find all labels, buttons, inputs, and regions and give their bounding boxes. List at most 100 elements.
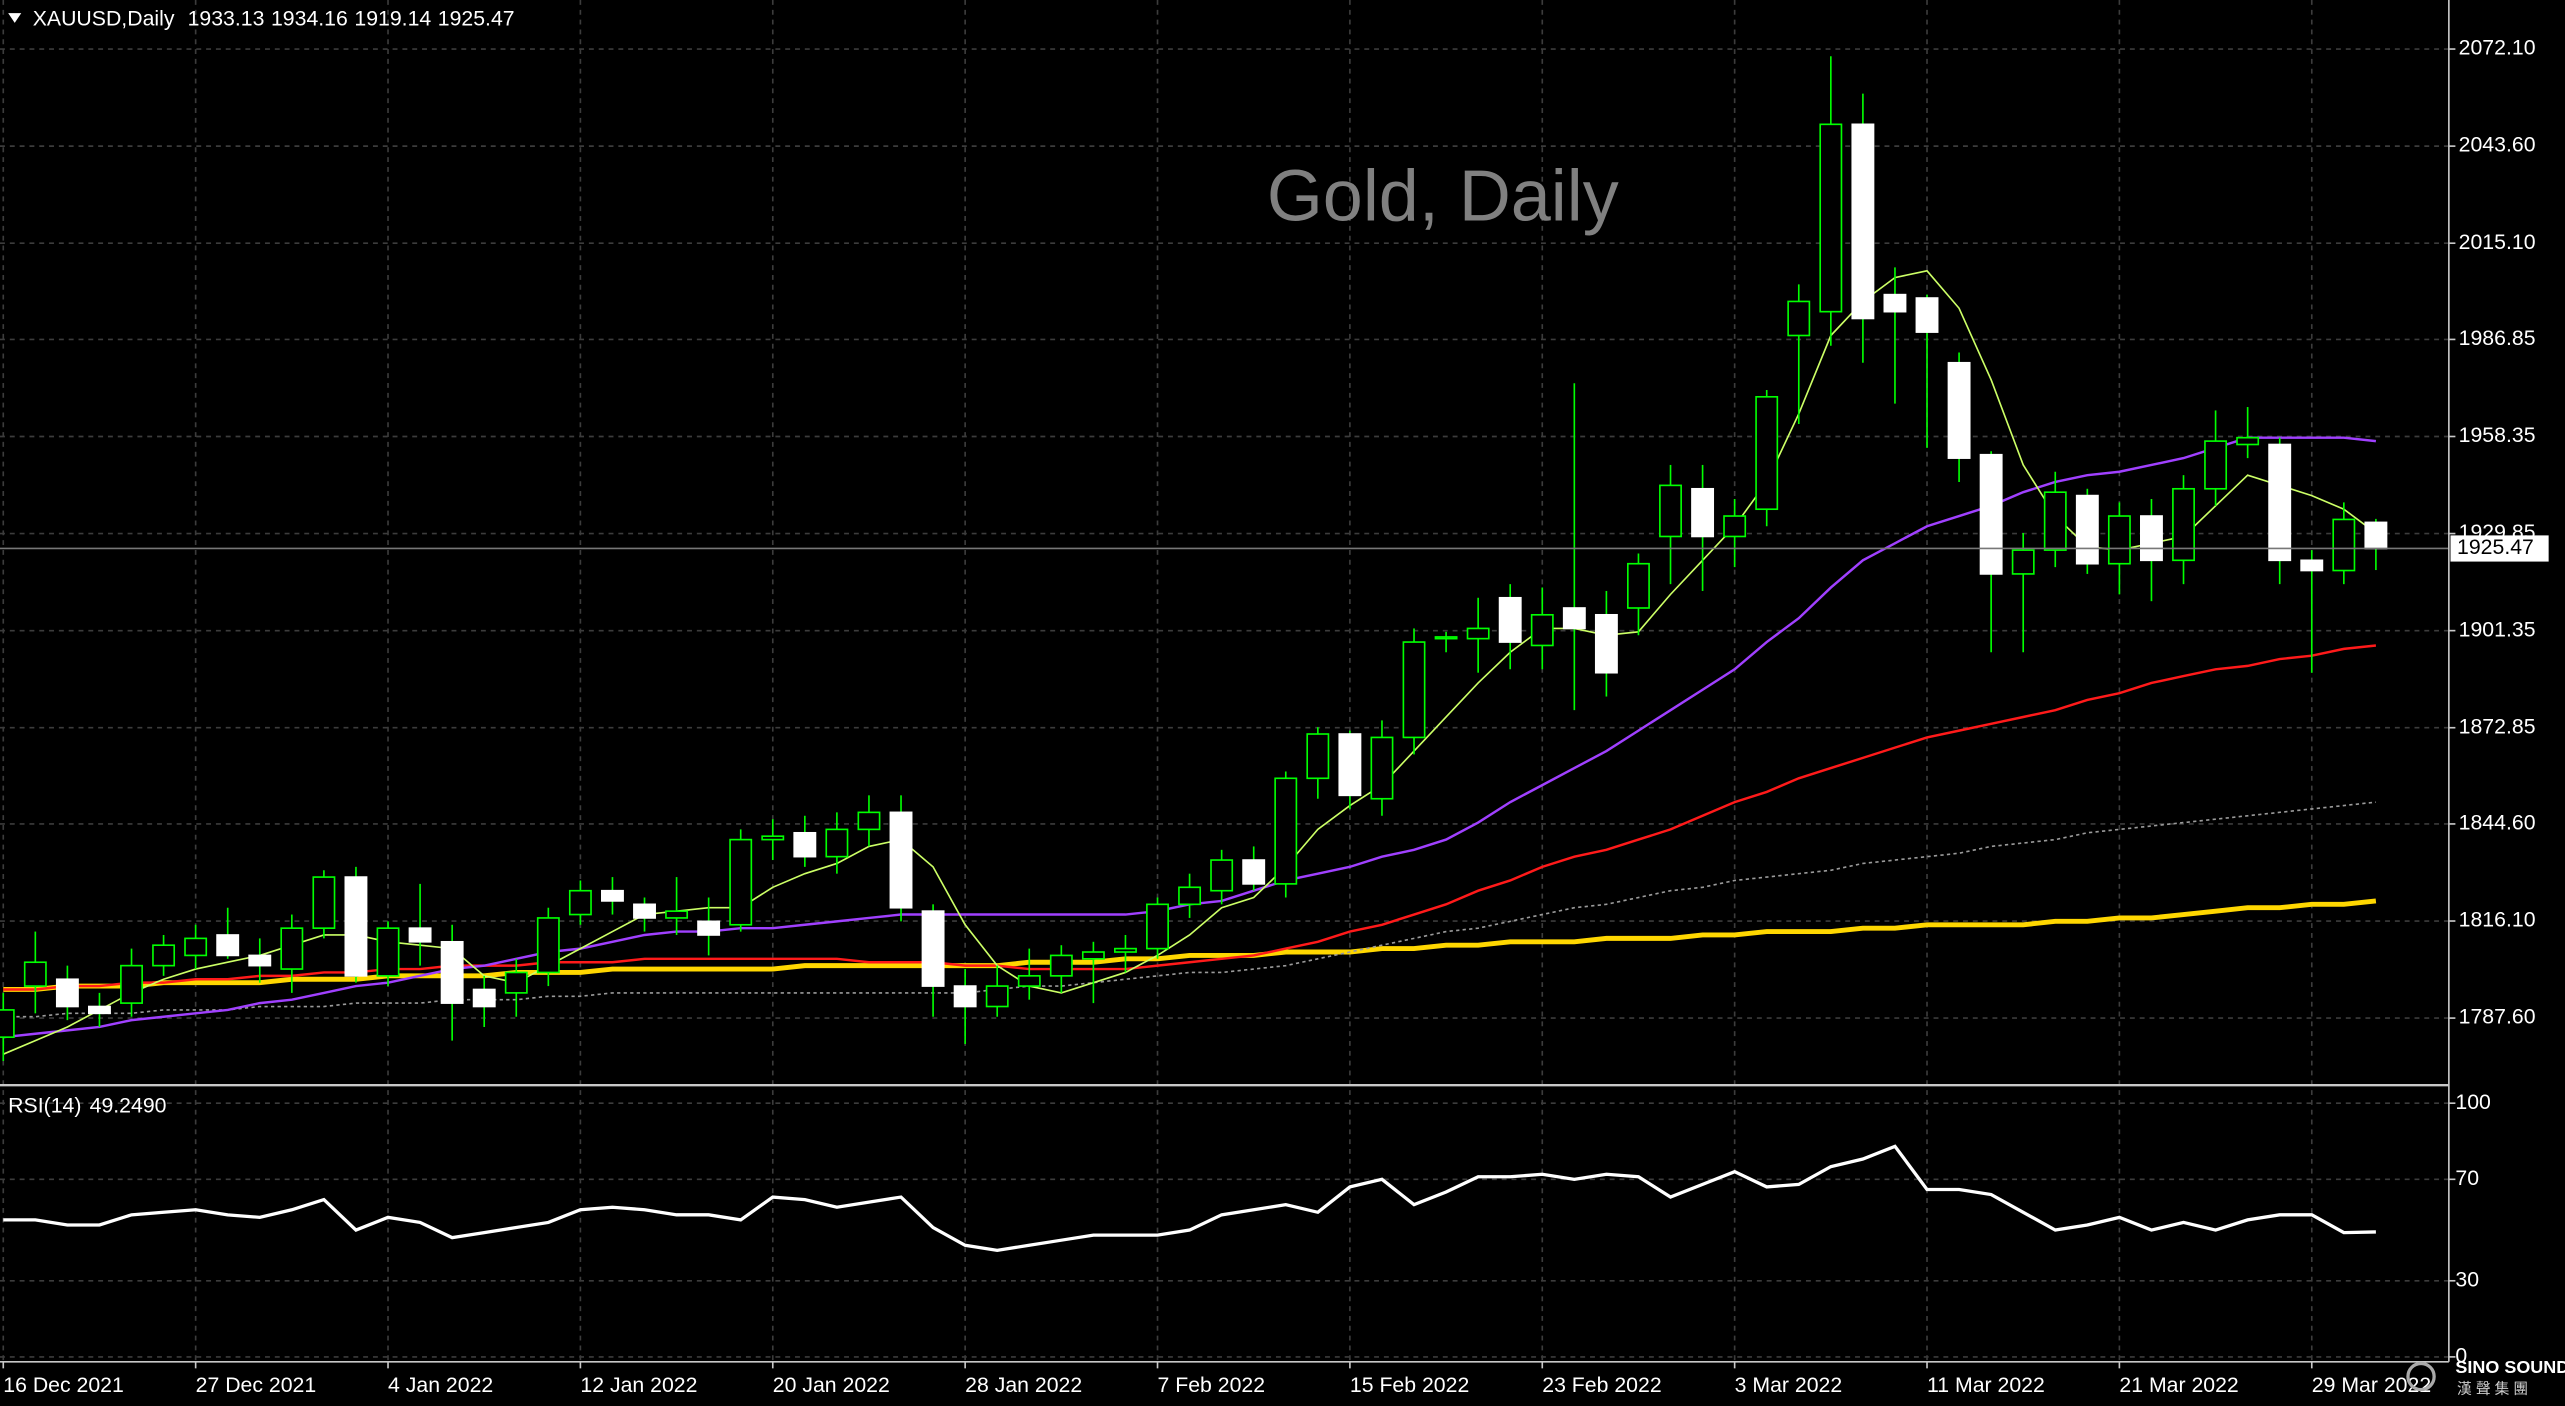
candle-body — [1178, 886, 1202, 906]
x-tick-label: 20 Jan 2022 — [773, 1373, 890, 1397]
candle-body — [2204, 440, 2228, 490]
candle-body — [2011, 549, 2035, 575]
candle-body — [1274, 777, 1298, 885]
candle-body — [1402, 641, 1426, 739]
candle-body — [1819, 123, 1843, 313]
candle-body — [1370, 736, 1394, 800]
header-close: 1925.47 — [438, 6, 515, 30]
y-tick-label: 2015.10 — [2459, 230, 2536, 254]
moving-average — [3, 801, 2376, 1018]
candle-body — [568, 889, 592, 916]
rsi-current: 49.2490 — [90, 1093, 167, 1117]
candle-body — [2043, 491, 2067, 551]
rsi-header: RSI(14) 49.2490 — [8, 1093, 166, 1117]
candle-body — [793, 831, 817, 858]
candle-body — [280, 927, 304, 970]
symbol: XAUUSD,Daily — [33, 6, 175, 30]
candle-body — [1017, 975, 1041, 987]
candle-body — [1594, 613, 1618, 674]
x-tick-label: 7 Feb 2022 — [1158, 1373, 1266, 1397]
rsi-name: RSI(14) — [8, 1093, 81, 1117]
candle-body — [1851, 123, 1875, 320]
candle-body — [2236, 436, 2260, 446]
menu-triangle — [8, 13, 22, 23]
candle-body — [1723, 515, 1747, 538]
chart-title: Gold, Daily — [1267, 156, 1619, 236]
candle-body — [344, 876, 368, 977]
watermark: SINO SOUND — [2455, 1357, 2565, 1377]
candle-body — [2075, 494, 2099, 565]
candle-body — [1466, 627, 1490, 640]
rsi-tick-label: 70 — [2455, 1166, 2479, 1190]
rsi-tick-label: 100 — [2455, 1090, 2490, 1114]
candle-body — [1434, 636, 1458, 640]
candle-body — [1562, 607, 1586, 630]
candle-body — [312, 876, 336, 929]
candle-body — [857, 811, 881, 831]
x-tick-label: 23 Feb 2022 — [1542, 1373, 1661, 1397]
x-tick-label: 27 Dec 2021 — [196, 1373, 317, 1397]
candle-body — [1883, 293, 1907, 313]
candle-body — [2364, 521, 2388, 550]
x-tick-label: 15 Feb 2022 — [1350, 1373, 1469, 1397]
axes: 2072.102043.602015.101986.851958.351929.… — [2, 36, 2549, 1397]
x-tick-label: 4 Jan 2022 — [388, 1373, 493, 1397]
candle-body — [921, 910, 945, 987]
candle-body — [889, 811, 913, 909]
candle-body — [1659, 484, 1682, 538]
logo-mark — [2406, 1361, 2436, 1392]
header-open: 1933.13 — [188, 6, 265, 30]
y-tick-label: 2072.10 — [2459, 36, 2536, 60]
candle-body — [825, 828, 849, 858]
y-tick-label: 1986.85 — [2459, 326, 2536, 350]
candle-body — [1306, 733, 1330, 780]
x-tick-label: 12 Jan 2022 — [580, 1373, 697, 1397]
watermark-sub: 漢 聲 集 團 — [2457, 1381, 2528, 1398]
candle-body — [1691, 487, 1715, 538]
y-tick-label: 1901.35 — [2459, 617, 2536, 641]
candle-body — [152, 944, 176, 967]
price-label: 1925.47 — [2457, 535, 2534, 559]
candle-body — [1979, 453, 2003, 575]
candle-body — [408, 927, 432, 943]
candle-body — [216, 934, 240, 957]
candle-body — [440, 940, 464, 1004]
candle-body — [1755, 395, 1779, 511]
rsi-panel — [3, 1144, 2376, 1252]
candle-body — [1915, 297, 1939, 333]
x-tick-label: 3 Mar 2022 — [1735, 1373, 1843, 1397]
candle-body — [1947, 361, 1971, 459]
rsi-line — [3, 1144, 2376, 1252]
candle-body — [1242, 859, 1266, 885]
candle-body — [0, 1009, 15, 1038]
candle-body — [504, 971, 528, 994]
chart-header: XAUUSD,Daily 1933.13 1934.16 1919.14 1925.47 — [33, 6, 515, 30]
candle-body — [2332, 518, 2356, 572]
candle-body — [55, 978, 79, 1008]
rsi-tick-label: 0 — [2455, 1344, 2467, 1368]
candle-body — [1498, 596, 1522, 643]
candle-body — [2140, 515, 2163, 562]
candle-body — [665, 910, 689, 919]
y-tick-label: 1872.85 — [2459, 714, 2536, 738]
x-tick-label: 16 Dec 2021 — [3, 1373, 124, 1397]
candle-body — [376, 927, 400, 977]
candle-body — [1338, 733, 1362, 797]
candle-body — [633, 903, 656, 919]
candle-body — [985, 985, 1009, 1008]
candle-body — [88, 1005, 111, 1015]
candle-body — [1114, 947, 1137, 953]
candle-body — [2172, 487, 2195, 562]
price-label-box — [2450, 535, 2549, 562]
y-tick-label: 1787.60 — [2459, 1005, 2536, 1029]
candle-body — [2268, 443, 2292, 562]
candle-body — [1081, 951, 1105, 960]
candle-body — [601, 889, 624, 902]
candle-body — [2107, 515, 2131, 565]
rsi-tick-label: 30 — [2455, 1267, 2479, 1291]
y-tick-label: 1816.10 — [2459, 908, 2536, 932]
candle-body — [1787, 300, 1811, 337]
y-tick-label: 2043.60 — [2459, 133, 2536, 157]
y-tick-label: 1958.35 — [2459, 423, 2536, 447]
